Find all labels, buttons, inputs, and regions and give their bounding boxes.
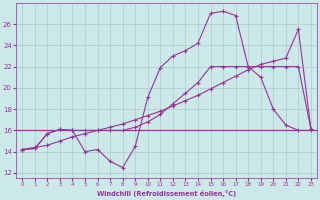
X-axis label: Windchill (Refroidissement éolien,°C): Windchill (Refroidissement éolien,°C) [97, 190, 236, 197]
